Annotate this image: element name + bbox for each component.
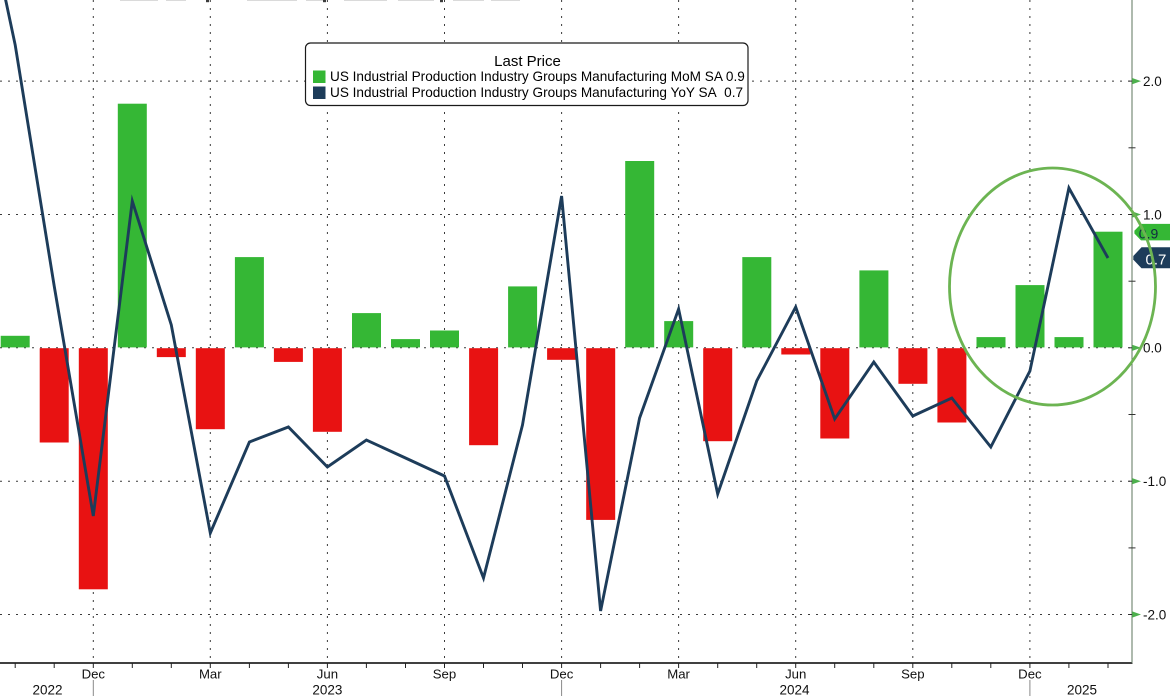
svg-text:2023: 2023 [312,683,342,696]
svg-text:Jun: Jun [785,667,806,682]
svg-text:Last Price: Last Price [494,53,561,70]
svg-text:0.7: 0.7 [1146,251,1167,268]
svg-text:0.0: 0.0 [1143,341,1162,356]
svg-text:Jun: Jun [317,667,338,682]
svg-text:Dec: Dec [82,667,106,682]
svg-text:Dec: Dec [1018,667,1042,682]
svg-text:Mar: Mar [199,667,222,682]
svg-text:Sep: Sep [901,667,924,682]
svg-text:1.0: 1.0 [1143,207,1162,222]
svg-text:-1.0: -1.0 [1143,474,1166,489]
svg-text:-2.0: -2.0 [1143,607,1166,622]
svg-text:Sep: Sep [433,667,456,682]
svg-text:Mar: Mar [667,667,690,682]
svg-text:2025: 2025 [1067,683,1097,696]
svg-text:US Industrial Production Indus: US Industrial Production Industry Groups… [330,69,745,84]
svg-text:2.0: 2.0 [1143,74,1162,89]
svg-text:2024: 2024 [779,683,810,696]
svg-text:US Industrial Production Indus: US Industrial Production Industry Groups… [330,85,743,100]
svg-text:2022: 2022 [32,683,62,696]
svg-text:Dec: Dec [550,667,574,682]
